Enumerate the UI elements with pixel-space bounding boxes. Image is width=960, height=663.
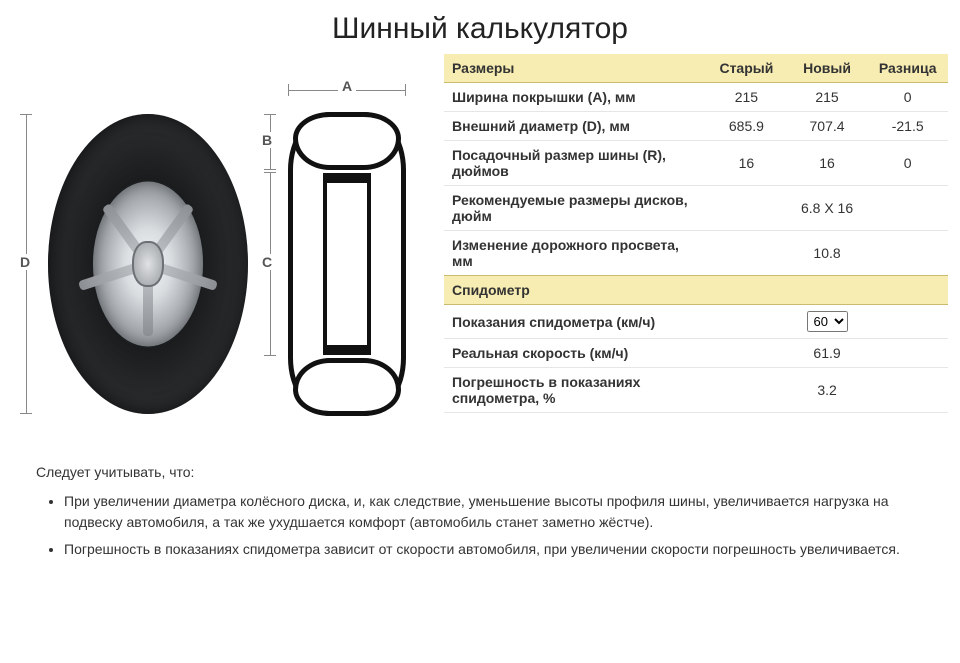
- row-speed-real: Реальная скорость (км/ч) 61.9: [444, 339, 948, 368]
- label-rim-r: Посадочный размер шины (R), дюймов: [444, 141, 706, 186]
- section-speedometer: Спидометр: [444, 276, 948, 305]
- hdr-sizes: Размеры: [444, 54, 706, 83]
- main-row: D A B C: [12, 54, 948, 434]
- label-speed-indicated: Показания спидометра (км/ч): [444, 305, 706, 339]
- note-item: Погрешность в показаниях спидометра зави…: [64, 539, 924, 560]
- width-new: 215: [787, 83, 868, 112]
- table-header-row: Размеры Старый Новый Разница: [444, 54, 948, 83]
- diagram-column: D A B C: [12, 54, 434, 434]
- tire-side-icon: [288, 112, 406, 416]
- row-rec-rim: Рекомендуемые размеры дисков, дюйм 6.8 X…: [444, 186, 948, 231]
- rim-r-diff: 0: [867, 141, 948, 186]
- section-speedometer-label: Спидометр: [444, 276, 948, 305]
- label-outer-d: Внешний диаметр (D), мм: [444, 112, 706, 141]
- dim-label-c: C: [258, 254, 276, 270]
- speed-indicated-cell: 60: [706, 305, 948, 339]
- dim-label-b: B: [258, 132, 276, 148]
- label-width: Ширина покрышки (A), мм: [444, 83, 706, 112]
- outer-d-new: 707.4: [787, 112, 868, 141]
- label-rec-rim: Рекомендуемые размеры дисков, дюйм: [444, 186, 706, 231]
- row-speed-error: Погрешность в показаниях спидометра, % 3…: [444, 368, 948, 413]
- rim-r-old: 16: [706, 141, 787, 186]
- speed-real-value: 61.9: [706, 339, 948, 368]
- tire-front-icon: [48, 114, 248, 414]
- hdr-old: Старый: [706, 54, 787, 83]
- dim-label-a: A: [338, 78, 356, 94]
- speed-error-value: 3.2: [706, 368, 948, 413]
- clearance-value: 10.8: [706, 231, 948, 276]
- tire-diagram: D A B C: [12, 54, 434, 434]
- rec-rim-value: 6.8 X 16: [706, 186, 948, 231]
- label-speed-real: Реальная скорость (км/ч): [444, 339, 706, 368]
- footer-notes: Следует учитывать, что: При увеличении д…: [12, 462, 948, 560]
- speed-select[interactable]: 60: [807, 311, 848, 332]
- footer-intro: Следует учитывать, что:: [36, 462, 924, 483]
- notes-list: При увеличении диаметра колёсного диска,…: [36, 491, 924, 560]
- row-width: Ширина покрышки (A), мм 215 215 0: [444, 83, 948, 112]
- calc-table: Размеры Старый Новый Разница Ширина покр…: [444, 54, 948, 413]
- hdr-new: Новый: [787, 54, 868, 83]
- width-old: 215: [706, 83, 787, 112]
- outer-d-old: 685.9: [706, 112, 787, 141]
- outer-d-diff: -21.5: [867, 112, 948, 141]
- label-clearance: Изменение дорожного просвета, мм: [444, 231, 706, 276]
- dim-label-d: D: [16, 254, 34, 270]
- rim-r-new: 16: [787, 141, 868, 186]
- hdr-diff: Разница: [867, 54, 948, 83]
- width-diff: 0: [867, 83, 948, 112]
- row-outer-d: Внешний диаметр (D), мм 685.9 707.4 -21.…: [444, 112, 948, 141]
- row-clearance: Изменение дорожного просвета, мм 10.8: [444, 231, 948, 276]
- table-column: Размеры Старый Новый Разница Ширина покр…: [444, 54, 948, 413]
- page-title: Шинный калькулятор: [12, 12, 948, 46]
- row-rim-r: Посадочный размер шины (R), дюймов 16 16…: [444, 141, 948, 186]
- note-item: При увеличении диаметра колёсного диска,…: [64, 491, 924, 533]
- row-speed-indicated: Показания спидометра (км/ч) 60: [444, 305, 948, 339]
- label-speed-error: Погрешность в показаниях спидометра, %: [444, 368, 706, 413]
